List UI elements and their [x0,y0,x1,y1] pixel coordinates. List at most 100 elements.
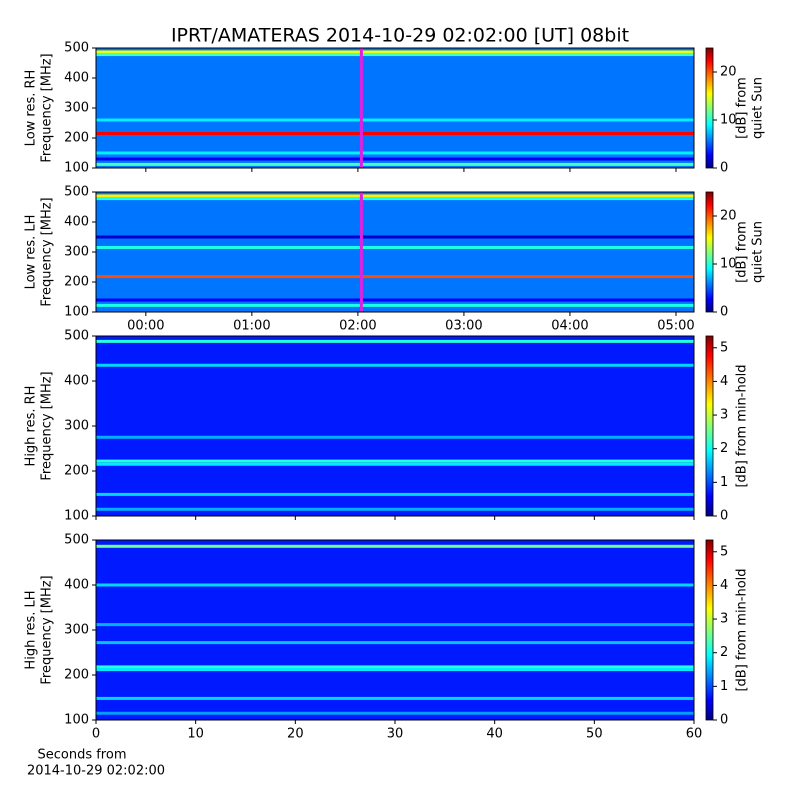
heatmap-band [96,151,694,155]
colorbar [705,539,714,721]
y-tick-label: 500 [64,533,89,548]
heatmap-band [96,162,694,166]
heatmap-band [96,544,694,548]
y-axis-label: High res. RH [24,386,39,467]
heatmap-band [96,275,694,279]
y-tick-label: 300 [64,419,89,434]
heatmap-band [96,339,694,343]
heatmap-band [96,298,694,302]
y-tick-label: 300 [64,101,89,116]
plot-area [96,48,694,168]
colorbar-label: [dB] from [735,221,750,283]
y-tick-label: 100 [64,305,89,320]
colorbar-tick-label: 1 [720,475,728,490]
heatmap-band [96,194,694,198]
x-tick-label: 30 [387,727,404,742]
colorbar-tick-label: 1 [720,679,728,694]
colorbar-label: [dB] from [735,77,750,139]
heatmap-band [96,132,694,135]
colorbar-tick-label: 5 [720,340,728,355]
x-tick-label: 20 [287,727,304,742]
heatmap-background [96,48,694,168]
x-tick-label: 10 [187,727,204,742]
heatmap-band [96,623,694,627]
colorbar [705,47,714,169]
y-axis-label: Frequency [MHz] [40,371,55,480]
x-tick-label: 00:00 [127,319,164,334]
y-tick-label: 100 [64,713,89,728]
colorbar-label: quiet Sun [751,77,766,139]
heatmap-band [96,665,694,669]
heatmap-band [96,235,694,239]
x-tick-label: 03:00 [445,319,482,334]
colorbar [705,335,714,517]
heatmap-band [96,459,694,463]
heatmap-band [96,696,694,700]
x-tick-label: 60 [686,727,703,742]
heatmap-band [96,157,694,161]
x-tick-label: 01:00 [233,319,270,334]
x-axis-label: 2014-10-29 02:02:00 [27,764,165,779]
y-axis-label: High res. LH [24,590,39,669]
heatmap-band [96,246,694,249]
y-tick-label: 500 [64,41,89,56]
heatmap-background [96,192,694,312]
y-tick-label: 400 [64,215,89,230]
heatmap-band [96,363,694,367]
y-axis-label: Frequency [MHz] [40,197,55,306]
x-tick-label: 0 [92,727,100,742]
colorbar-tick-label: 10 [720,257,737,272]
colorbar [705,191,714,313]
heatmap-band [96,711,694,715]
plot-area [96,192,694,312]
x-tick-label: 40 [486,727,503,742]
heatmap-band [96,197,694,201]
colorbar-label: [dB] from min-hold [735,568,750,691]
colorbar-tick-label: 10 [720,113,737,128]
y-tick-label: 500 [64,185,89,200]
chart-title: IPRT/AMATERAS 2014-10-29 02:02:00 [UT] 0… [171,25,629,47]
heatmap-band [96,435,694,439]
y-tick-label: 100 [64,509,89,524]
y-tick-label: 400 [64,578,89,593]
plot-area [96,540,694,720]
y-tick-label: 500 [64,329,89,344]
colorbar-label: quiet Sun [751,221,766,283]
heatmap-band [96,50,694,54]
heatmap-band [96,641,694,645]
colorbar-tick-label: 3 [720,408,728,423]
y-tick-label: 300 [64,245,89,260]
colorbar-tick-label: 5 [720,544,728,559]
y-tick-label: 300 [64,623,89,638]
heatmap-band [96,492,694,496]
heatmap-band [96,53,694,57]
colorbar-tick-label: 4 [720,374,728,389]
y-tick-label: 100 [64,161,89,176]
y-axis-label: Frequency [MHz] [40,575,55,684]
y-axis-label: Low res. RH [24,70,39,147]
colorbar-tick-label: 20 [720,209,737,224]
colorbar-tick-label: 2 [720,645,728,660]
colorbar-tick-label: 0 [720,305,728,320]
y-tick-label: 400 [64,374,89,389]
y-tick-label: 200 [64,131,89,146]
y-tick-label: 200 [64,668,89,683]
x-tick-label: 02:00 [339,319,376,334]
heatmap-background [96,336,694,516]
colorbar-tick-label: 2 [720,441,728,456]
x-tick-label: 05:00 [657,319,694,334]
y-tick-label: 400 [64,71,89,86]
heatmap-band [96,118,694,122]
colorbar-tick-label: 0 [720,713,728,728]
heatmap-band [96,668,694,672]
x-tick-label: 04:00 [551,319,588,334]
plot-area [96,336,694,516]
heatmap-band [96,303,694,307]
colorbar-tick-label: 0 [720,509,728,524]
heatmap-band [96,583,694,587]
heatmap-band [96,507,694,511]
heatmap-band [96,462,694,466]
heatmap-background [96,540,694,720]
y-axis-label: Low res. LH [24,215,39,290]
